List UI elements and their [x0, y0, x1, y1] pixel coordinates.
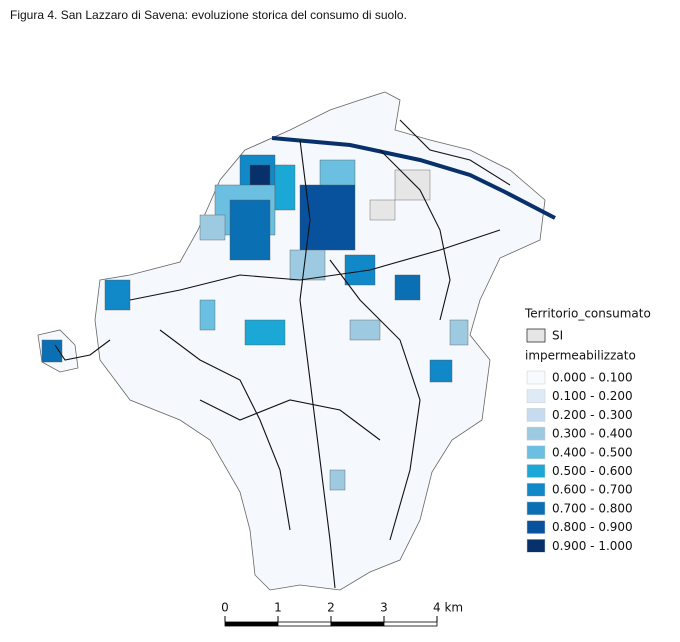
patch	[274, 164, 296, 211]
legend-swatch	[526, 464, 546, 478]
legend-swatch	[526, 539, 546, 553]
patch	[349, 319, 381, 341]
legend-swatch	[526, 501, 546, 516]
map	[37, 91, 556, 591]
legend-swatch	[526, 328, 546, 343]
roads	[54, 119, 511, 589]
patch	[199, 299, 216, 331]
patch	[394, 274, 421, 301]
figure-title: Figura 4. San Lazzaro di Savena: evoluzi…	[10, 8, 407, 22]
legend-label: 0.900 - 1.000	[552, 539, 633, 553]
legend-subtitle: impermeabilizzato	[525, 349, 636, 363]
road	[299, 139, 336, 589]
scale-label: 1	[274, 601, 282, 615]
scale-label: 4 km	[433, 601, 463, 615]
legend-label: 0.700 - 0.800	[552, 501, 633, 515]
legend-label: 0.600 - 0.700	[552, 483, 633, 497]
legend-label: 0.300 - 0.400	[552, 427, 633, 441]
scale-label: 3	[380, 601, 388, 615]
road	[379, 149, 451, 321]
legend-swatch	[526, 426, 546, 441]
road	[54, 339, 111, 361]
patch	[329, 469, 346, 491]
patch	[229, 199, 271, 261]
scale-segment	[224, 621, 279, 627]
road	[159, 329, 291, 531]
legend-label: 0.500 - 0.600	[552, 464, 633, 478]
legend-swatch	[526, 370, 546, 385]
legend-label: 0.200 - 0.300	[552, 408, 633, 422]
legend-label: 0.400 - 0.500	[552, 445, 633, 459]
legend-label: 0.800 - 0.900	[552, 520, 633, 534]
railway	[271, 136, 556, 220]
legend-swatch	[526, 482, 546, 497]
patch	[104, 279, 131, 311]
legend-label: SI	[552, 329, 563, 343]
patch	[369, 199, 396, 221]
legend-swatch	[526, 520, 546, 534]
patch	[244, 319, 286, 346]
patch	[41, 339, 63, 363]
scale-label: 2	[327, 601, 335, 615]
patch	[319, 159, 356, 186]
patch	[449, 319, 469, 346]
patch	[199, 214, 226, 241]
legend-swatch	[526, 445, 546, 460]
patch	[429, 359, 453, 383]
road	[329, 259, 421, 541]
scale-segment	[277, 621, 332, 627]
legend-label: 0.100 - 0.200	[552, 389, 633, 403]
patch	[249, 164, 271, 186]
legend-swatch	[526, 408, 546, 422]
road	[199, 399, 381, 441]
patch	[394, 169, 431, 201]
patch	[289, 249, 326, 281]
patch	[299, 184, 356, 251]
road	[399, 119, 511, 186]
legend-label: 0.000 - 0.100	[552, 371, 633, 385]
scale-segment	[330, 621, 385, 627]
scale-bar: 0 1 2 3 4 km	[221, 601, 463, 627]
scale-label: 0	[221, 601, 229, 615]
scale-segment	[383, 621, 438, 627]
legend: Territorio_consumato impermeabilizzato S…	[524, 307, 651, 553]
legend-title: Territorio_consumato	[524, 307, 651, 321]
legend-swatch	[526, 389, 546, 403]
road	[129, 229, 501, 301]
